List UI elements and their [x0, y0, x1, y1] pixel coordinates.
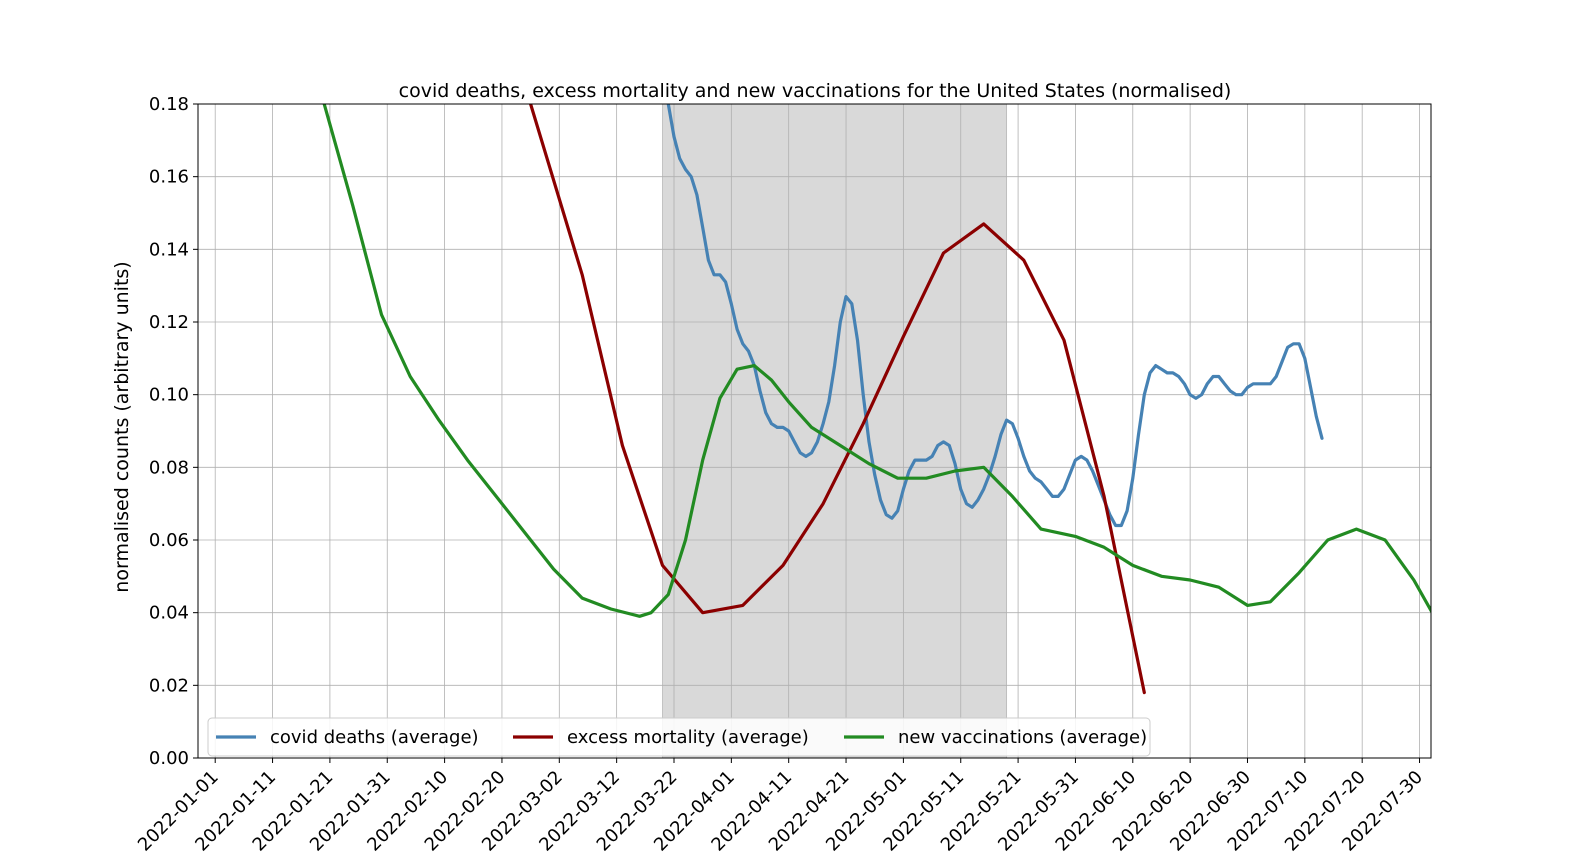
- chart-title: covid deaths, excess mortality and new v…: [399, 80, 1232, 102]
- y-tick-label: 0.00: [149, 748, 189, 769]
- legend-box: [207, 717, 1151, 757]
- series-line-2: [529, 104, 1146, 695]
- legend-label-3: new vaccinations (average): [898, 727, 1147, 748]
- series-line-3: [322, 104, 1431, 618]
- y-tick-label: 0.14: [149, 239, 189, 260]
- y-tick-label: 0.10: [149, 385, 189, 406]
- y-tick-label: 0.02: [149, 675, 189, 696]
- y-axis-label: normalised counts (arbitrary units): [111, 261, 133, 592]
- y-tick-label: 0.16: [149, 167, 189, 188]
- y-tick-label: 0.12: [149, 312, 189, 333]
- y-tick-label: 0.08: [149, 457, 189, 478]
- series-line-1: [666, 104, 1324, 528]
- legend-label-2: excess mortality (average): [567, 727, 809, 748]
- plot-frame: [197, 103, 1432, 759]
- y-tick-label: 0.06: [149, 530, 189, 551]
- y-tick-label: 0.18: [149, 94, 189, 115]
- y-tick-label: 0.04: [149, 603, 189, 624]
- shaded-region: [662, 103, 1008, 759]
- legend: covid deaths (average) excess mortality (…: [207, 717, 1151, 757]
- legend-label-1: covid deaths (average): [270, 727, 479, 748]
